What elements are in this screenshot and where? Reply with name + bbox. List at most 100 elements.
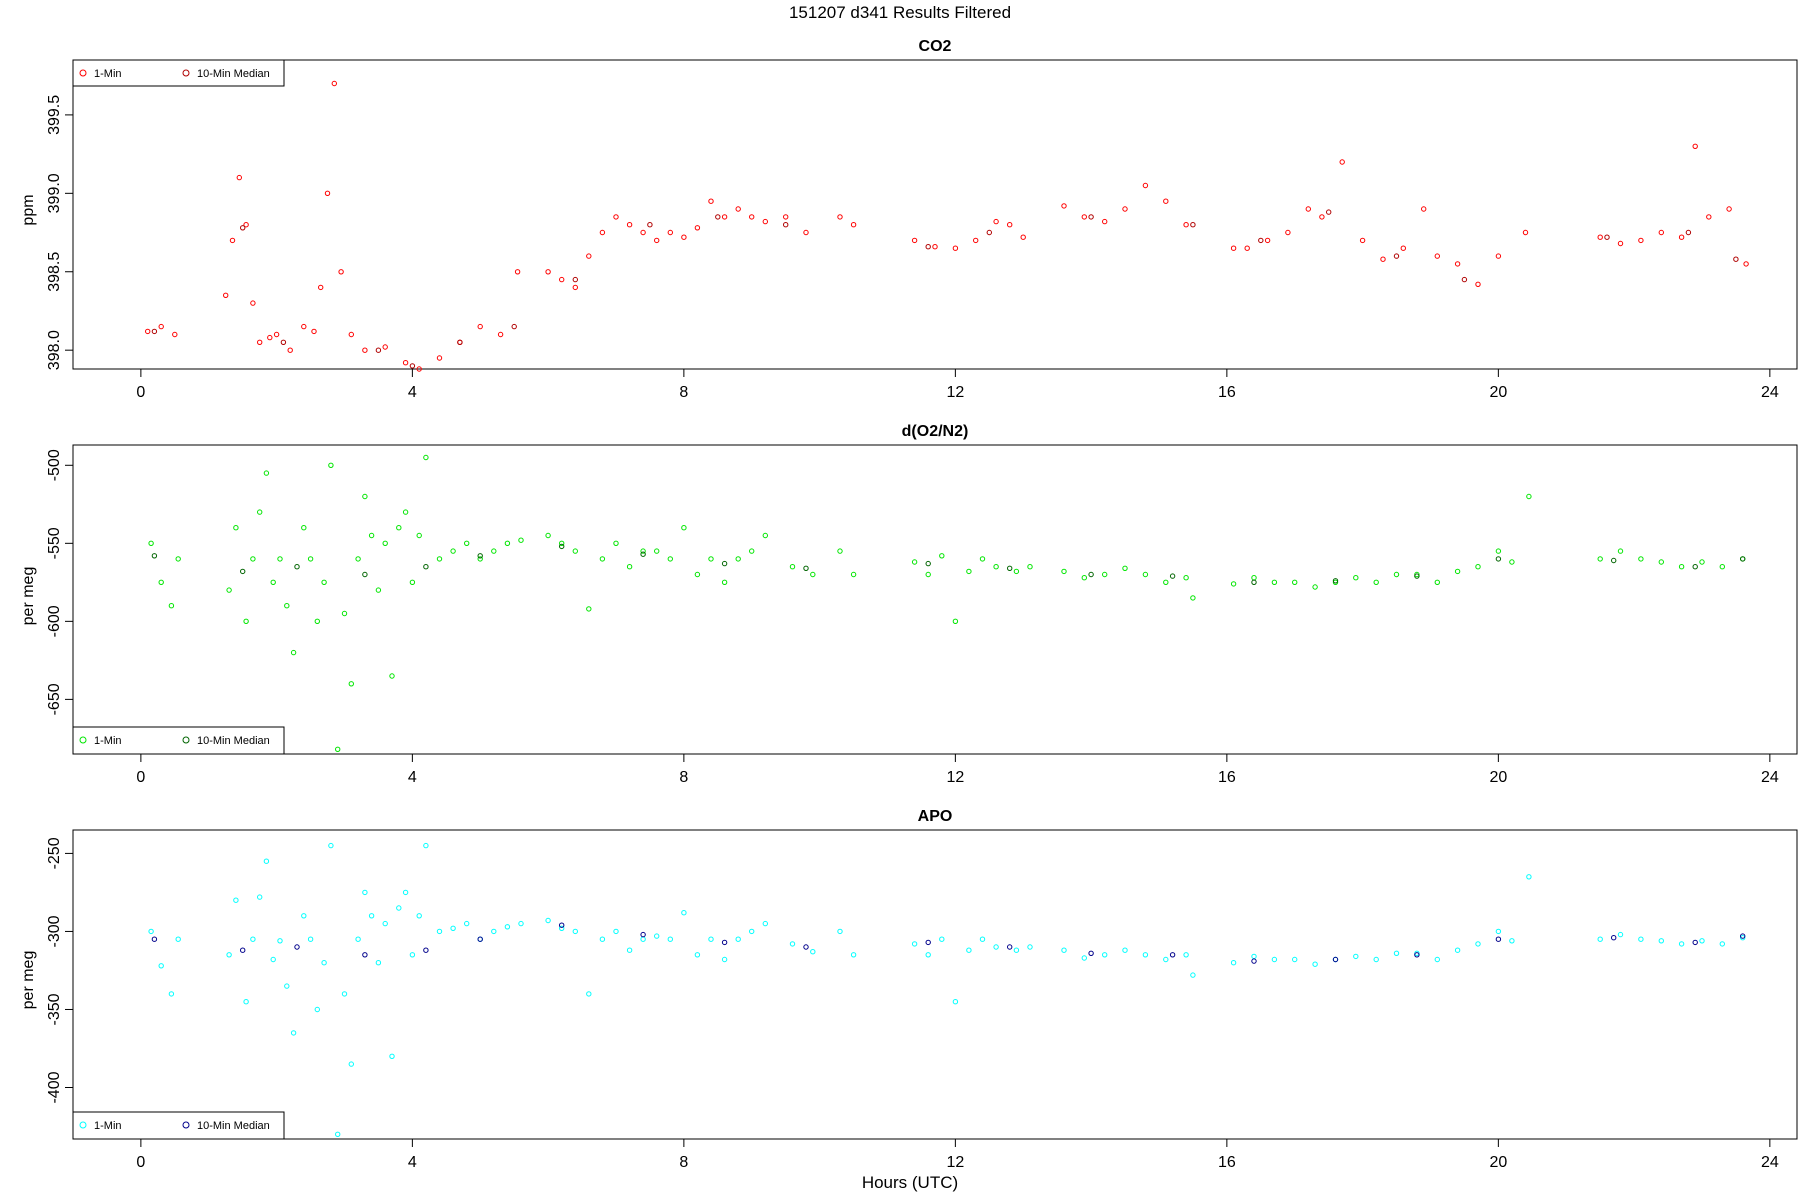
y-tick-label: 398.0 bbox=[46, 330, 63, 370]
point-1min bbox=[789, 941, 796, 947]
point-1min bbox=[1522, 229, 1529, 236]
point-1min bbox=[284, 603, 290, 609]
point-1min bbox=[599, 229, 606, 236]
point-1min bbox=[1102, 571, 1108, 578]
point-10min-median bbox=[1007, 944, 1013, 950]
axes: 0 4 8 12 16 20 24 -500 -550 -600 -650 bbox=[46, 449, 1779, 786]
point-10min-median bbox=[721, 939, 728, 946]
point-1min bbox=[348, 331, 354, 338]
point-10min-median bbox=[925, 939, 931, 946]
point-1min bbox=[277, 556, 283, 562]
point-10min-median bbox=[1740, 556, 1746, 562]
point-1min bbox=[436, 355, 443, 361]
point-1min bbox=[158, 323, 164, 330]
legend-label-median: 10-Min Median bbox=[197, 1120, 270, 1132]
point-1min bbox=[402, 509, 409, 515]
point-10min-median bbox=[477, 936, 483, 942]
x-tick-label: 12 bbox=[946, 1154, 964, 1171]
point-1min bbox=[559, 276, 565, 283]
point-1min bbox=[1190, 595, 1196, 601]
point-1min bbox=[307, 556, 314, 562]
point-1min bbox=[762, 218, 768, 225]
point-1min bbox=[572, 284, 578, 291]
point-1min bbox=[613, 214, 619, 220]
point-1min bbox=[783, 214, 789, 220]
point-1min bbox=[1699, 938, 1705, 944]
point-10min-median bbox=[362, 571, 368, 578]
y-tick-label: -250 bbox=[46, 837, 63, 869]
point-1min bbox=[250, 936, 256, 942]
x-tick-label: 20 bbox=[1489, 769, 1507, 786]
point-1min bbox=[1007, 222, 1013, 228]
point-1min bbox=[1081, 955, 1088, 961]
point-1min bbox=[1373, 956, 1379, 963]
point-1min bbox=[1013, 947, 1020, 953]
point-1min bbox=[586, 606, 592, 612]
chart-title: APO bbox=[918, 808, 953, 825]
point-1min bbox=[966, 568, 972, 575]
point-1min bbox=[243, 999, 249, 1005]
point-1min bbox=[368, 532, 375, 539]
point-1min bbox=[572, 928, 578, 935]
point-1min bbox=[250, 556, 256, 562]
point-10min-median bbox=[1692, 939, 1698, 946]
point-1min bbox=[973, 237, 979, 244]
point-1min bbox=[1319, 214, 1325, 220]
point-1min bbox=[1305, 206, 1312, 212]
point-1min bbox=[1190, 972, 1196, 978]
point-1min bbox=[148, 540, 154, 546]
point-1min bbox=[1081, 575, 1088, 581]
point-1min bbox=[1658, 559, 1665, 565]
point-1min bbox=[586, 991, 592, 997]
point-10min-median bbox=[511, 323, 517, 330]
point-1min bbox=[1013, 568, 1020, 575]
point-1min bbox=[613, 928, 619, 935]
point-1min bbox=[1061, 947, 1067, 953]
point-1min bbox=[314, 618, 320, 624]
point-1min bbox=[1142, 182, 1149, 189]
plot-frame bbox=[72, 444, 1798, 755]
point-1min bbox=[273, 331, 280, 338]
legend-label-median: 10-Min Median bbox=[197, 735, 270, 747]
point-1min bbox=[1122, 206, 1128, 212]
point-1min bbox=[1163, 198, 1169, 204]
point-1min bbox=[450, 548, 456, 554]
point-1min bbox=[1678, 941, 1685, 947]
point-1min bbox=[233, 525, 239, 531]
legend-marker-1min bbox=[79, 736, 87, 744]
point-1min bbox=[993, 218, 999, 225]
point-1min bbox=[314, 1006, 320, 1013]
point-1min bbox=[1509, 559, 1515, 565]
point-1min bbox=[301, 913, 307, 919]
point-1min bbox=[1122, 565, 1128, 571]
point-10min-median bbox=[1611, 557, 1617, 564]
point-1min bbox=[263, 858, 270, 864]
point-1min bbox=[1061, 568, 1067, 575]
point-1min bbox=[389, 673, 395, 679]
point-1min bbox=[1359, 237, 1366, 244]
x-tick-label: 16 bbox=[1218, 1154, 1236, 1171]
point-1min bbox=[1339, 159, 1345, 165]
point-1min bbox=[436, 928, 443, 935]
point-10min-median bbox=[559, 543, 565, 550]
point-1min bbox=[708, 936, 714, 942]
point-10min-median bbox=[362, 952, 368, 958]
point-1min bbox=[681, 525, 687, 531]
point-1min bbox=[1678, 234, 1685, 240]
point-1min bbox=[1454, 568, 1461, 575]
point-1min bbox=[263, 470, 270, 476]
point-1min bbox=[559, 540, 565, 546]
data-points bbox=[145, 80, 1749, 372]
point-1min bbox=[694, 952, 701, 958]
point-1min bbox=[277, 938, 283, 944]
point-1min bbox=[1692, 143, 1698, 150]
point-1min bbox=[1102, 952, 1108, 958]
point-1min bbox=[1380, 256, 1386, 262]
point-1min bbox=[837, 214, 843, 220]
point-1min bbox=[1743, 261, 1749, 267]
point-10min-median bbox=[1190, 222, 1196, 228]
point-1min bbox=[402, 889, 409, 896]
point-10min-median bbox=[1088, 571, 1094, 578]
point-1min bbox=[338, 269, 344, 275]
point-1min bbox=[1454, 947, 1461, 953]
